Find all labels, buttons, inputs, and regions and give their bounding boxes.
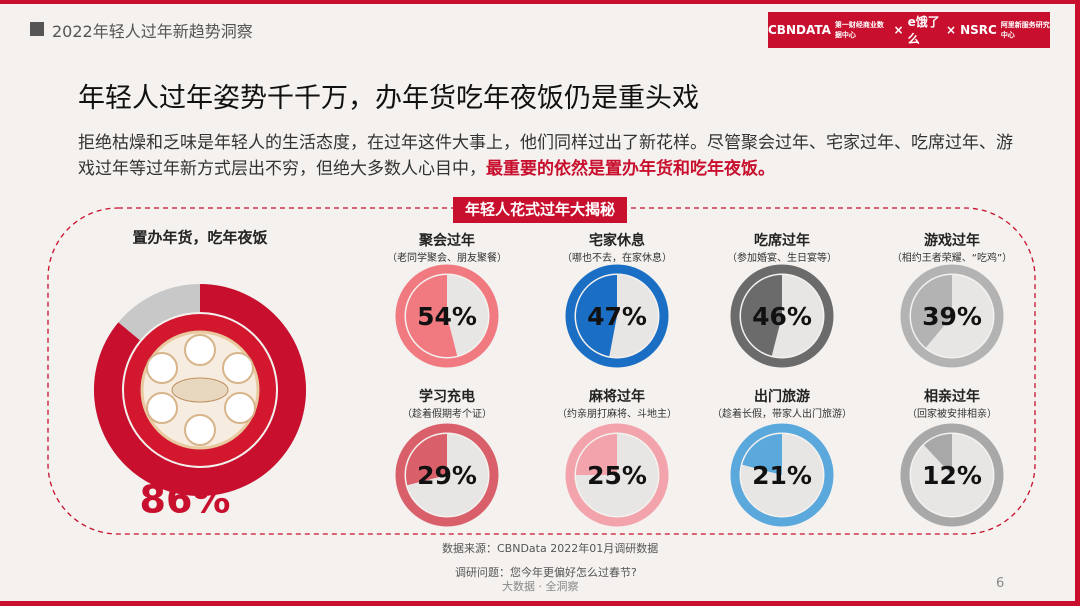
header: 2022年轻人过年新趋势洞察: [52, 22, 253, 41]
item-sub: （相约王者荣耀、“吃鸡”）: [892, 251, 1012, 264]
item-wedge: [910, 275, 952, 348]
dish: [224, 392, 256, 424]
item-label: 游戏过年: [924, 232, 980, 249]
fish-dish: [171, 377, 229, 403]
item-wedge: [406, 275, 458, 357]
item-wedge: [742, 434, 782, 475]
main-value: 86%: [140, 478, 231, 522]
logo-box: CBNDATA 第一财经商业数据中心 × e饿了么 × NSRC 阿里新服务研究中心: [768, 12, 1050, 48]
logo-text: ×: [893, 23, 904, 37]
item-value: 21%: [752, 461, 812, 490]
item-sub: （参加婚宴、生日宴等）: [727, 251, 837, 264]
item-ring: [900, 423, 1004, 527]
bottom-border: [0, 601, 1080, 606]
item-ring: [395, 423, 499, 527]
item-label: 相亲过年: [924, 388, 980, 405]
item-label: 聚会过年: [418, 232, 475, 249]
title: 年轻人过年姿势千千万，办年货吃年夜饭仍是重头戏: [78, 83, 699, 114]
item-wedge: [923, 434, 952, 475]
right-border: [1075, 0, 1080, 606]
dish: [146, 392, 178, 424]
logo-text: e饿了么: [907, 15, 940, 46]
item-label: 宅家休息: [589, 232, 645, 249]
footer: 大数据 · 全洞察: [502, 580, 579, 593]
item-wedge: [406, 434, 447, 486]
item-sub: （老同学聚会、朋友聚餐）: [387, 251, 507, 264]
dish: [146, 352, 178, 384]
dish: [184, 414, 216, 446]
item-value: 46%: [752, 302, 812, 331]
dish: [222, 352, 254, 384]
item-ring: [730, 264, 834, 368]
item-wedge: [576, 434, 617, 475]
main-label: 置办年货，吃年夜饭: [132, 229, 267, 247]
item-value: 54%: [417, 302, 477, 331]
item-ring: [730, 423, 834, 527]
dish: [184, 334, 216, 366]
tag: 年轻人花式过年大揭秘: [465, 201, 615, 219]
body: 拒绝枯燥和乏味是年轻人的生活态度，在过年这件大事上，他们同样过出了新花样。尽管聚…: [78, 130, 1018, 182]
item-label: 吃席过年: [754, 232, 810, 249]
item-sub: （回家被安排相亲）: [907, 407, 997, 420]
page-number: 6: [996, 576, 1005, 591]
item-sub: （趁着长假，带家人出门旅游）: [712, 407, 852, 420]
main-ring: [94, 284, 306, 496]
item-sub: （哪也不去，在家休息）: [562, 251, 672, 264]
item-label: 出门旅游: [754, 388, 810, 405]
item-ring: [900, 264, 1004, 368]
item-ring: [565, 264, 669, 368]
item-label: 学习充电: [419, 388, 475, 405]
logo-text: ×: [946, 23, 957, 37]
header-icon: [30, 22, 44, 36]
body-text: 拒绝枯燥和乏味是年轻人的生活态度，在过年这件大事上，他们同样过出了新花样。尽管聚…: [78, 133, 1013, 179]
item-value: 39%: [922, 302, 982, 331]
item-wedge: [576, 275, 617, 357]
body-highlight: 最重要的依然是置办年货和吃年夜饭。: [486, 159, 775, 179]
item-value: 47%: [587, 302, 647, 331]
question: 调研问题：您今年更偏好怎么过春节?: [455, 566, 637, 579]
item-ring: [395, 264, 499, 368]
logo-text: NSRC: [960, 23, 997, 37]
item-label: 麻将过年: [588, 388, 645, 405]
item-sub: （趁着假期考个证）: [402, 407, 492, 420]
tag-box: [453, 197, 627, 223]
item-value: 29%: [417, 461, 477, 490]
logo-text: 第一财经商业数据中心: [834, 21, 884, 39]
item-wedge: [740, 275, 782, 356]
top-border: [0, 0, 1080, 4]
item-value: 12%: [922, 461, 982, 490]
logo-text: CBNDATA: [768, 23, 831, 37]
item-ring: [565, 423, 669, 527]
item-sub: （约亲朋打麻将、斗地主）: [557, 407, 677, 420]
logo-text: 阿里新服务研究中心: [1000, 21, 1050, 39]
item-value: 25%: [587, 461, 647, 490]
source: 数据来源：CBNData 2022年01月调研数据: [442, 542, 659, 555]
